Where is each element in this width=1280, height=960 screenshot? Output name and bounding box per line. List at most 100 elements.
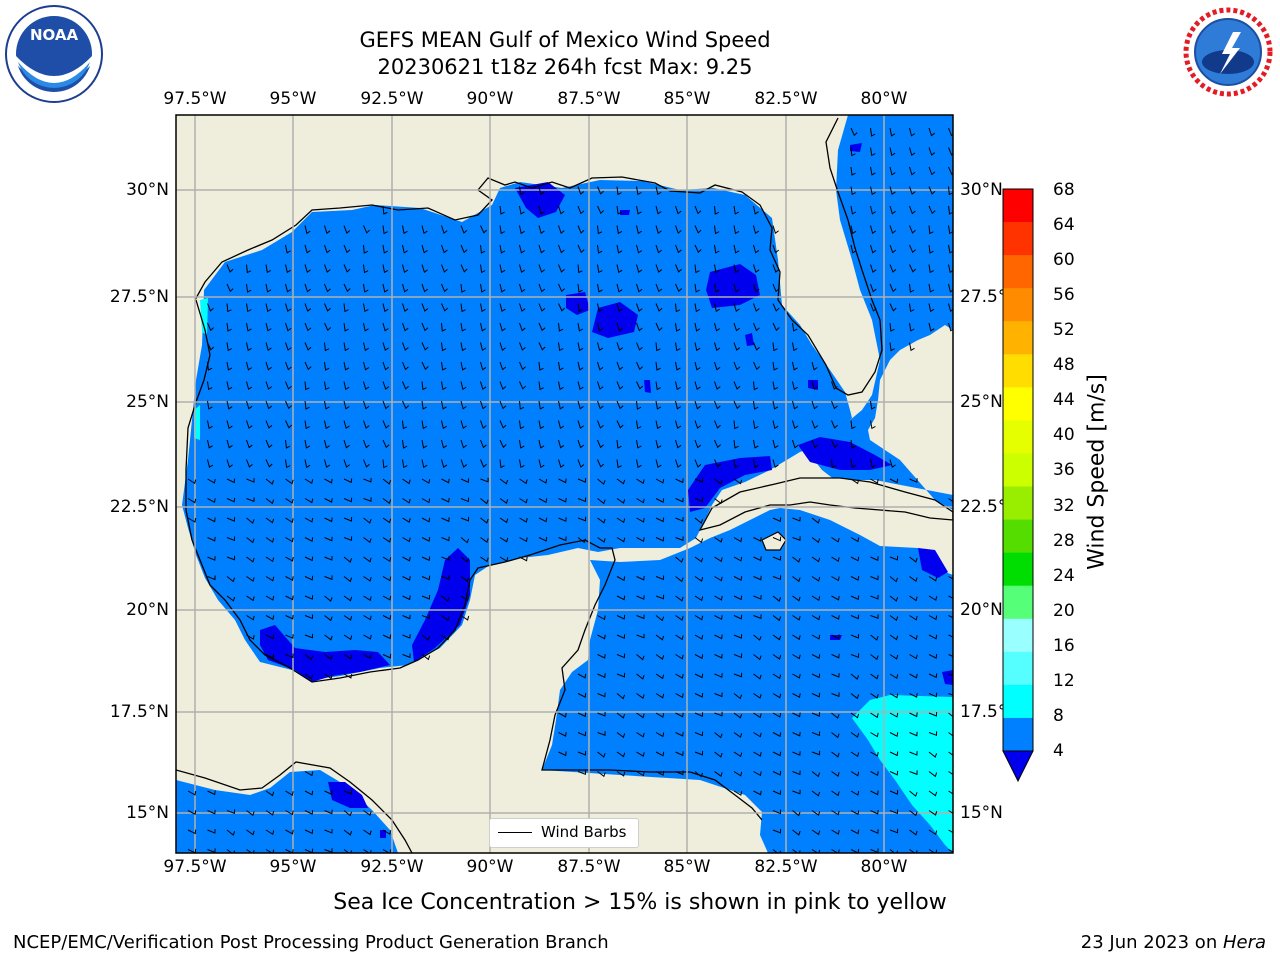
wind-barb bbox=[694, 322, 701, 332]
wind-barb bbox=[792, 439, 799, 449]
wind-barb bbox=[265, 595, 275, 601]
wind-barb bbox=[460, 576, 470, 583]
wind-barb bbox=[733, 771, 743, 777]
wind-barb bbox=[304, 478, 314, 485]
wind-barb bbox=[850, 732, 860, 738]
wind-barb bbox=[616, 303, 623, 313]
wind-barb bbox=[187, 829, 197, 835]
wind-barb bbox=[714, 615, 723, 621]
wind-barb bbox=[402, 498, 411, 504]
wind-barb bbox=[519, 439, 525, 449]
wind-barb bbox=[928, 127, 935, 137]
wind-barb bbox=[870, 829, 879, 834]
wind-barb bbox=[831, 712, 840, 719]
wind-barb bbox=[597, 478, 606, 485]
wind-barb bbox=[909, 225, 916, 234]
wind-barb bbox=[655, 732, 665, 738]
wind-barb bbox=[753, 225, 760, 235]
wind-barb bbox=[850, 478, 860, 485]
wind-barb bbox=[792, 516, 801, 522]
wind-barb bbox=[421, 264, 428, 273]
wind-barb bbox=[811, 420, 819, 429]
wind-barb bbox=[714, 439, 721, 449]
wind-barb bbox=[460, 283, 466, 293]
wind-barb bbox=[324, 342, 330, 352]
wind-barb bbox=[928, 829, 938, 836]
wind-barb bbox=[675, 770, 684, 776]
wind-barb bbox=[616, 361, 624, 371]
wind-barb bbox=[675, 536, 684, 542]
wind-barb bbox=[655, 673, 665, 680]
wind-barb bbox=[480, 517, 489, 524]
wind-barb bbox=[421, 342, 429, 351]
wind-barb bbox=[753, 614, 762, 620]
wind-barb bbox=[831, 439, 839, 449]
wind-barb bbox=[324, 439, 331, 449]
wind-barb bbox=[792, 595, 801, 602]
wind-barb bbox=[226, 459, 233, 468]
wind-barb bbox=[382, 576, 392, 582]
wind-barb bbox=[363, 283, 369, 293]
wind-barb bbox=[402, 439, 408, 449]
wind-barb bbox=[499, 478, 509, 485]
wind-barb bbox=[324, 634, 333, 641]
wind-barb bbox=[831, 790, 840, 797]
wind-barb bbox=[382, 342, 389, 351]
wind-barb bbox=[772, 770, 782, 776]
wind-barb bbox=[460, 537, 470, 544]
lon-label-bottom: 92.5°W bbox=[360, 857, 424, 877]
wind-barb bbox=[948, 771, 953, 776]
wind-barb bbox=[363, 459, 370, 468]
wind-barb bbox=[733, 790, 743, 796]
wind-barb bbox=[616, 537, 626, 543]
wind-barb bbox=[304, 439, 311, 449]
wind-barb bbox=[285, 361, 292, 371]
wind-barb bbox=[480, 381, 487, 390]
wind-barb bbox=[519, 420, 525, 430]
wind-barb bbox=[304, 420, 310, 430]
wind-barb bbox=[616, 634, 626, 639]
wind-barb bbox=[889, 264, 897, 273]
wind-barb bbox=[792, 400, 799, 410]
wind-barb bbox=[811, 771, 821, 778]
wind-barb bbox=[733, 459, 739, 469]
wind-barb bbox=[616, 576, 626, 582]
wind-barb bbox=[616, 459, 622, 469]
wind-barb bbox=[499, 225, 505, 235]
wind-barb bbox=[441, 400, 447, 410]
wind-barb bbox=[226, 576, 236, 583]
wind-barb bbox=[948, 225, 953, 235]
wind-barb bbox=[304, 633, 314, 639]
lat-label-left: 17.5°N bbox=[109, 702, 169, 722]
wind-barb bbox=[402, 283, 409, 293]
lon-label-bottom: 80°W bbox=[860, 857, 908, 877]
wind-barb bbox=[772, 555, 782, 561]
wind-barb bbox=[421, 322, 429, 332]
wind-barb bbox=[733, 400, 741, 410]
wind-barb bbox=[753, 732, 762, 738]
wind-barb bbox=[870, 751, 879, 757]
wind-barb bbox=[870, 614, 879, 619]
wind-barb bbox=[304, 498, 314, 504]
wind-barb bbox=[792, 849, 801, 853]
wind-barb bbox=[207, 829, 216, 834]
wind-barb bbox=[909, 166, 916, 176]
wind-barb bbox=[792, 770, 801, 776]
wind-barb bbox=[928, 771, 938, 778]
wind-barb bbox=[616, 322, 623, 332]
wind-barb bbox=[285, 498, 294, 504]
wind-barb bbox=[733, 556, 743, 562]
wind-barb bbox=[948, 790, 953, 795]
wind-barb bbox=[538, 439, 545, 449]
wind-barb bbox=[265, 361, 272, 371]
wind-barb bbox=[694, 477, 704, 483]
wind-barb bbox=[850, 205, 857, 215]
wind-barb bbox=[226, 809, 236, 815]
wind-barb bbox=[792, 556, 801, 563]
wind-barb bbox=[285, 283, 292, 293]
wind-barb bbox=[909, 693, 918, 698]
wind-barb bbox=[363, 342, 369, 352]
wind-barb bbox=[792, 361, 798, 371]
wind-barb bbox=[421, 439, 428, 449]
wind-barb bbox=[558, 439, 565, 449]
